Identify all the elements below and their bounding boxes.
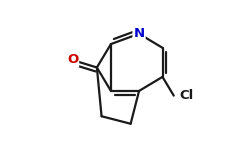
Text: N: N (134, 27, 144, 40)
Text: Cl: Cl (179, 89, 193, 102)
Text: O: O (67, 54, 78, 66)
